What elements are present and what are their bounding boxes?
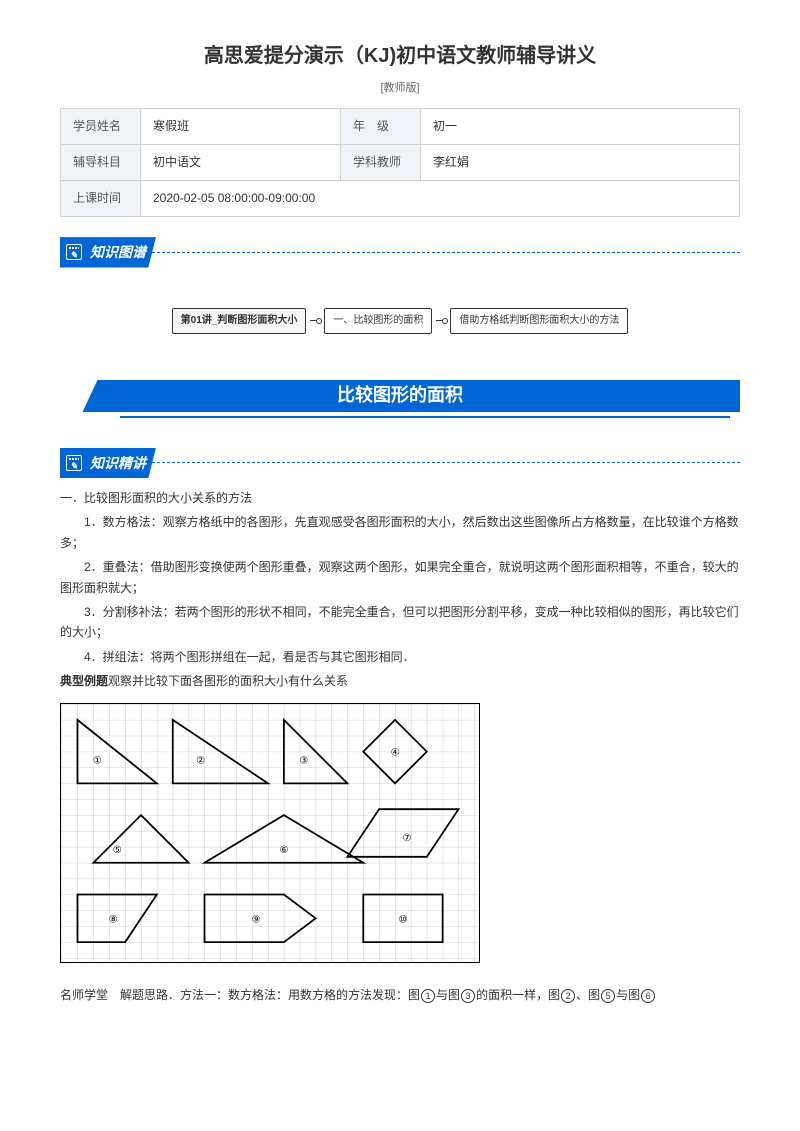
example-line: 典型例题观察并比较下面各图形的面积大小有什么关系	[60, 671, 740, 691]
info-table: 学员姓名 寒假班 年 级 初一 辅导科目 初中语文 学科教师 李红娟 上课时间 …	[60, 108, 740, 218]
svg-text:③: ③	[299, 756, 308, 767]
flow-connector	[436, 320, 446, 321]
svg-text:②: ②	[196, 756, 205, 767]
notebook-icon	[66, 244, 82, 260]
name-value: 寒假班	[141, 108, 341, 144]
flow-diagram: 第01讲_判断图形面积大小 一、比较图形的面积 借助方格纸判断图形面积大小的方法	[60, 308, 740, 334]
divider-line	[152, 462, 740, 463]
subject-value: 初中语文	[141, 144, 341, 180]
flow-node-2: 借助方格纸判断图形面积大小的方法	[450, 308, 628, 334]
shapes-grid-figure: ① ② ③ ④ ⑤ ⑥ ⑦ ⑧ ⑨ ⑩	[60, 703, 480, 963]
svg-text:⑦: ⑦	[402, 833, 411, 844]
svg-text:⑤: ⑤	[113, 845, 122, 856]
content-body: 一．比较图形面积的大小关系的方法 1．数方格法：观察方格纸中的各图形，先直观感受…	[60, 488, 740, 692]
para-1: 1．数方格法：观察方格纸中的各图形，先直观感受各图形面积的大小，然后数出这些图像…	[60, 512, 740, 553]
grade-value: 初一	[421, 108, 740, 144]
grade-label: 年 级	[341, 108, 421, 144]
subject-label: 辅导科目	[61, 144, 141, 180]
banner-text: 比较图形的面积	[60, 380, 740, 412]
footer-analysis: 名师学堂 解题思路．方法一：数方格法：用数方格的方法发现：图1与图3的面积一样，…	[60, 986, 740, 1005]
section-knowledge-map: 知识图谱	[60, 237, 740, 267]
name-label: 学员姓名	[61, 108, 141, 144]
heading-1: 一．比较图形面积的大小关系的方法	[60, 488, 740, 508]
section-knowledge-detail: 知识精讲	[60, 448, 740, 478]
svg-text:④: ④	[391, 748, 400, 759]
svg-text:⑨: ⑨	[252, 915, 261, 926]
time-label: 上课时间	[61, 180, 141, 216]
para-2: 2．重叠法：借助图形变换使两个图形重叠，观察这两个图形，如果完全重合，就说明这两…	[60, 557, 740, 598]
section-label: 知识精讲	[90, 452, 146, 474]
time-value: 2020-02-05 08:00:00-09:00:00	[141, 180, 740, 216]
page-title: 高思爱提分演示（KJ)初中语文教师辅导讲义	[60, 40, 740, 72]
svg-text:⑥: ⑥	[279, 845, 288, 856]
svg-text:①: ①	[93, 756, 102, 767]
page-subtitle: [教师版]	[60, 80, 740, 98]
svg-text:⑩: ⑩	[399, 915, 408, 926]
flow-node-1: 一、比较图形的面积	[324, 308, 432, 334]
para-4: 4．拼组法：将两个图形拼组在一起，看是否与其它图形相同．	[60, 647, 740, 667]
svg-text:⑧: ⑧	[109, 915, 118, 926]
section-label: 知识图谱	[90, 241, 146, 263]
para-3: 3．分割移补法：若两个图形的形状不相同，不能完全重合，但可以把图形分割平移，变成…	[60, 602, 740, 643]
flow-connector	[310, 320, 320, 321]
divider-line	[152, 252, 740, 253]
teacher-value: 李红娟	[421, 144, 740, 180]
topic-banner: 比较图形的面积	[60, 374, 740, 418]
flow-node-main: 第01讲_判断图形面积大小	[172, 308, 307, 334]
notebook-icon	[66, 455, 82, 471]
teacher-label: 学科教师	[341, 144, 421, 180]
